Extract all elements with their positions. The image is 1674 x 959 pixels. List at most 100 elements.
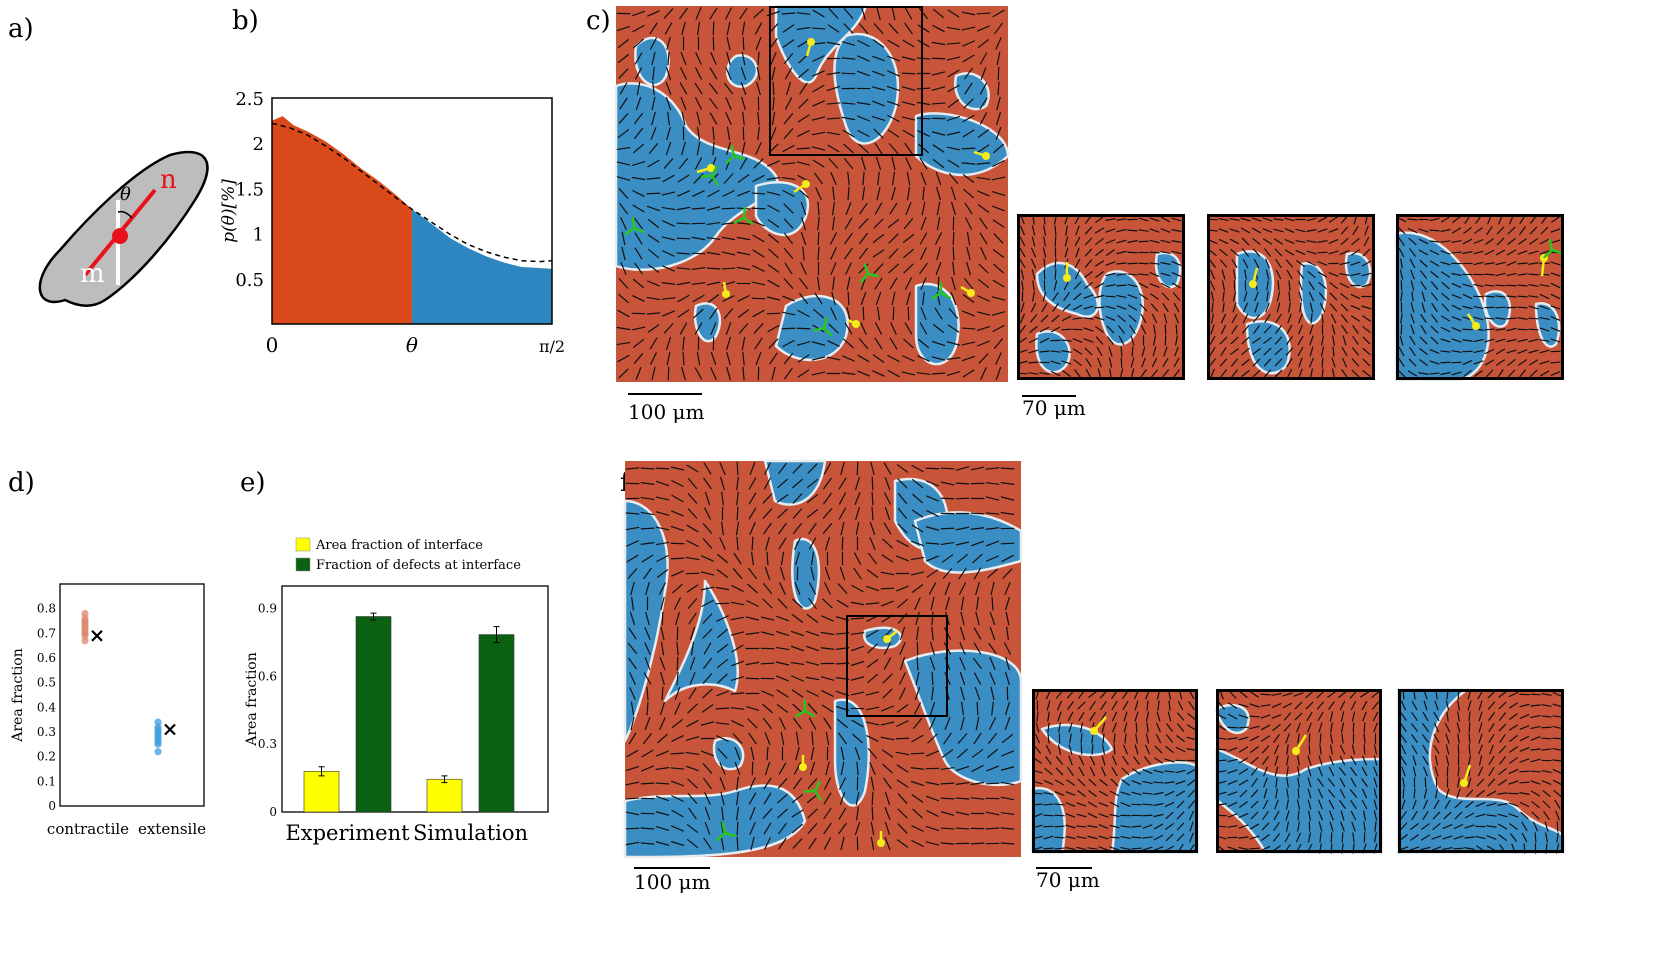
director [1398,358,1405,367]
director [1130,357,1135,368]
director [1286,766,1289,777]
director [1509,823,1518,830]
director [1275,259,1282,268]
director [1173,369,1180,378]
director [691,207,706,210]
director [891,156,896,171]
director [715,722,730,725]
director [1495,249,1506,256]
director [987,568,998,579]
director [871,116,886,121]
director [632,190,645,197]
director [841,536,844,551]
director [790,661,805,666]
director [1094,227,1105,234]
y-tick-label: 0.9 [258,602,277,616]
director [671,510,684,517]
director [931,671,934,686]
director [625,766,640,771]
director [646,701,649,716]
director [1076,846,1087,851]
director [820,647,835,650]
director [1440,228,1451,233]
director [1241,359,1250,366]
director [736,476,739,491]
director [1363,722,1366,733]
director [790,630,805,637]
director [1274,248,1283,257]
director [621,246,626,261]
inset-frame [1017,214,1185,380]
director [677,174,690,183]
director [950,292,957,305]
director-field [616,6,1006,381]
director [1552,747,1563,752]
director [1497,792,1508,795]
director [811,146,826,151]
director [1486,814,1497,817]
director [616,146,631,151]
director [685,765,700,772]
director [1111,766,1118,777]
director [1138,229,1149,232]
director [872,249,885,258]
director [802,246,805,261]
director [1160,251,1171,254]
inset-frame [1216,689,1382,853]
director [810,551,815,566]
director [805,676,820,681]
director [1055,767,1064,776]
director [1508,691,1519,698]
director [995,37,1002,50]
director [1418,372,1429,375]
director [782,295,795,302]
director [1352,225,1359,236]
director [1176,811,1185,820]
director [1077,790,1086,797]
director [792,598,803,609]
director [1473,283,1484,288]
director [1266,291,1269,302]
director [1486,825,1497,828]
y-tick-label: 1.5 [235,179,264,200]
minus-defect-arm [813,789,822,801]
director [1149,272,1160,277]
minus-defect-arm [1548,239,1554,252]
director [896,464,909,473]
director [666,351,671,366]
director [1149,239,1160,244]
director [1095,271,1104,278]
director [1089,712,1096,721]
director [1209,346,1216,357]
director [1142,769,1153,774]
director [990,686,995,701]
director [1221,280,1226,291]
director [1517,295,1528,298]
director [1261,745,1270,754]
director [1087,801,1098,808]
director [946,131,961,136]
director [763,792,772,805]
director [1411,291,1414,302]
director [686,719,699,728]
director [1065,835,1076,840]
director [719,462,726,475]
director [749,822,756,835]
director [910,556,925,561]
director [783,113,794,124]
director [1241,370,1250,377]
director [722,295,735,302]
director [1529,369,1538,378]
panel-c-zoom-2 [1207,214,1375,380]
director [940,541,955,546]
director [691,252,706,255]
director [855,506,860,521]
director [822,508,833,519]
director [1308,744,1311,755]
director [1423,788,1428,799]
director [676,252,691,255]
y-tick-label: 0.2 [37,750,56,764]
director [940,827,955,830]
director [935,262,942,275]
director [762,598,773,609]
